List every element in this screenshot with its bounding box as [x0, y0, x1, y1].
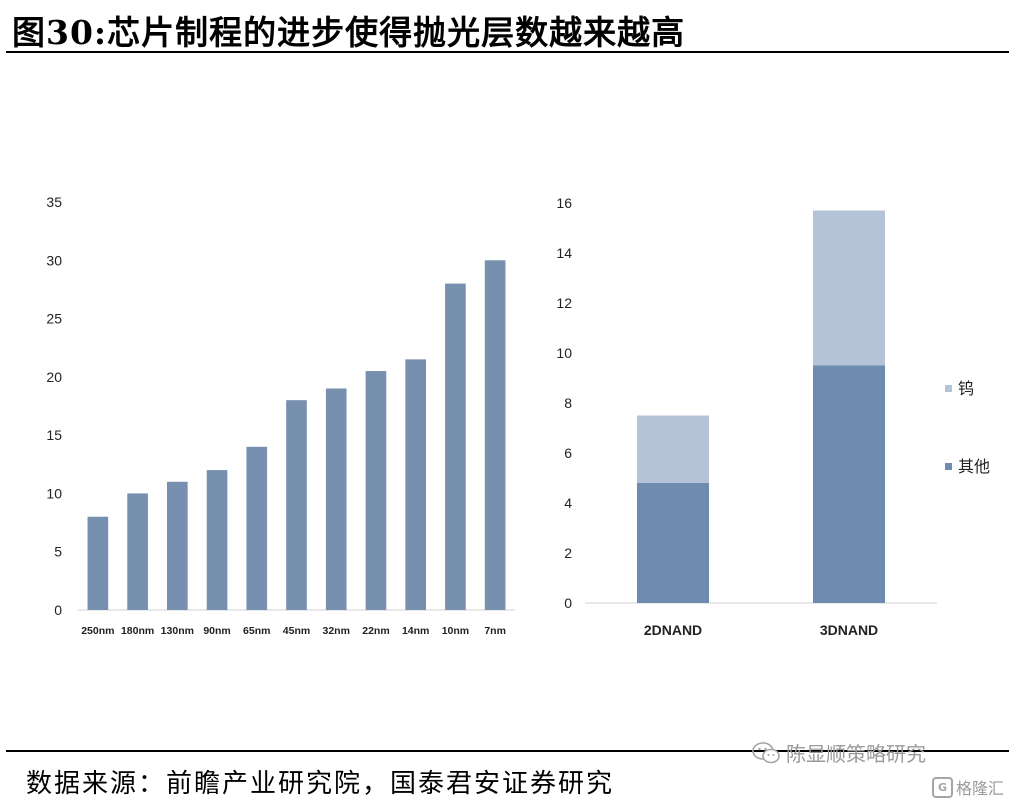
bar-90nm — [206, 470, 228, 610]
bar-2DNAND-series-0 — [637, 483, 709, 603]
y-tick-label: 0 — [54, 602, 62, 618]
watermark: 陈显顺策略研究 — [752, 738, 926, 767]
bar-32nm — [325, 388, 347, 610]
bar-45nm — [286, 400, 307, 610]
y-tick-label: 10 — [46, 485, 62, 501]
process-node-bar-chart: 0 5 10 15 20 25 30 35 250nm 180nm 130nm 90nm 65nm 45n… — [46, 194, 515, 637]
x-tick-label: 180nm — [121, 625, 154, 637]
x-tick-label: 65nm — [243, 625, 270, 637]
nand-stacked-bar-chart: 0 2 4 6 8 10 12 14 16 2DNAND 3DNAND 钨其他 — [556, 195, 990, 638]
x-tick-label: 250nm — [81, 625, 114, 637]
y-tick-label: 14 — [556, 245, 572, 261]
legend-label: 钨 — [958, 380, 974, 398]
y-tick-label: 10 — [556, 345, 572, 361]
y-tick-label: 4 — [564, 495, 572, 511]
watermark-sub: G 格隆汇 — [932, 775, 1004, 799]
legend-label: 其他 — [958, 458, 990, 476]
title-rule — [6, 51, 1009, 53]
y-tick-label: 25 — [46, 311, 62, 327]
bar-10nm — [445, 283, 466, 610]
bar-130nm — [166, 481, 188, 610]
y-tick-label: 12 — [556, 295, 572, 311]
y-tick-label: 35 — [46, 194, 62, 210]
bar-65nm — [246, 446, 268, 610]
bar-22nm — [365, 371, 387, 610]
bar-3DNAND-series-1 — [813, 210, 885, 366]
y-tick-label: 2 — [564, 545, 572, 561]
x-tick-label: 10nm — [442, 625, 469, 637]
glh-logo-icon: G — [932, 776, 953, 798]
x-tick-label: 130nm — [161, 625, 194, 637]
legend-swatch — [945, 385, 952, 392]
bar-14nm — [405, 359, 427, 610]
x-tick-label: 7nm — [484, 625, 506, 637]
x-tick-label: 32nm — [323, 625, 350, 637]
legend-swatch — [945, 463, 952, 470]
x-tick-label: 3DNAND — [820, 622, 878, 638]
bar-3DNAND-series-0 — [813, 365, 885, 603]
x-tick-label: 90nm — [203, 625, 230, 637]
watermark-sub-text: 格隆汇 — [956, 779, 1005, 798]
x-tick-label: 14nm — [402, 625, 429, 637]
x-tick-label: 22nm — [362, 625, 389, 637]
bar-7nm — [484, 260, 506, 610]
y-tick-label: 5 — [54, 544, 62, 560]
bar-180nm — [127, 493, 148, 610]
y-tick-label: 16 — [556, 195, 572, 211]
figure-title: 图30:芯片制程的进步使得抛光层数越来越高 — [12, 13, 686, 52]
y-tick-label: 0 — [564, 595, 572, 611]
x-tick-label: 2DNAND — [644, 622, 702, 638]
y-tick-label: 8 — [564, 395, 572, 411]
y-tick-label: 30 — [46, 252, 62, 268]
bar-250nm — [87, 516, 109, 610]
wechat-icon — [752, 741, 780, 763]
y-tick-label: 15 — [46, 427, 62, 443]
y-tick-label: 6 — [564, 445, 572, 461]
data-source: 数据来源：前瞻产业研究院，国泰君安证券研究 — [26, 769, 615, 799]
watermark-text: 陈显顺策略研究 — [786, 742, 926, 766]
x-tick-label: 45nm — [283, 625, 310, 637]
y-tick-label: 20 — [46, 369, 62, 385]
source-rule — [6, 750, 1009, 752]
bar-2DNAND-series-1 — [637, 415, 709, 483]
